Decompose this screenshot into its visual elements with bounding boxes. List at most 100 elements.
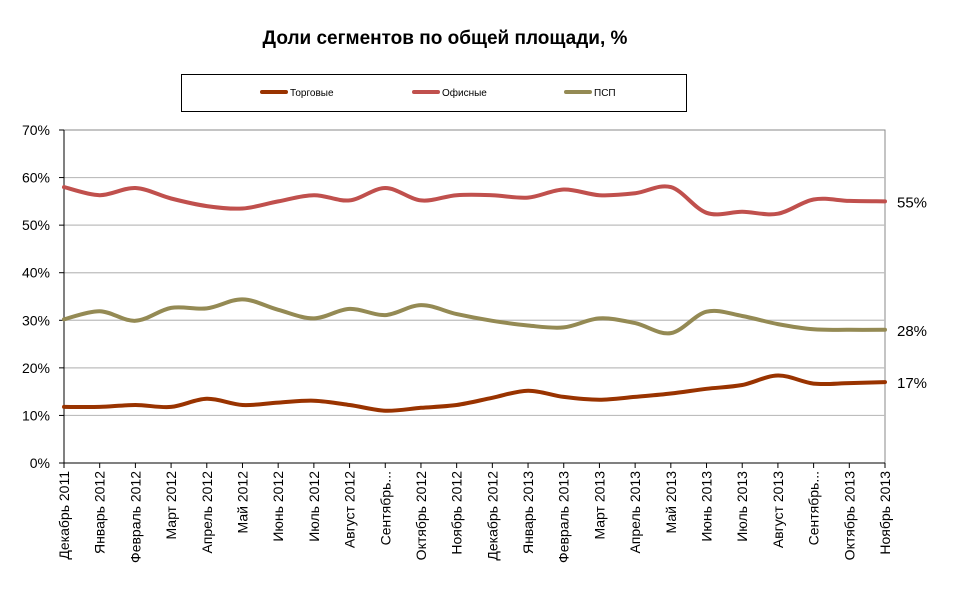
series-end-label: 17% [897, 375, 927, 392]
data-point [312, 399, 316, 403]
legend-swatch [412, 90, 440, 95]
x-tick-label: Август 2013 [770, 471, 786, 548]
data-point [705, 387, 709, 391]
data-point [240, 403, 244, 407]
data-point [776, 373, 780, 377]
data-point [633, 395, 637, 399]
x-tick-label: Апрель 2012 [199, 471, 215, 554]
data-point [669, 331, 673, 335]
data-point [98, 193, 102, 197]
data-point [419, 303, 423, 307]
data-point [98, 405, 102, 409]
data-point [812, 327, 816, 331]
data-point [562, 187, 566, 191]
data-point [847, 381, 851, 385]
x-tick-label: Сентябрь... [806, 471, 822, 545]
series-line-ofisnye [62, 184, 887, 217]
legend-swatch [260, 90, 288, 95]
x-tick-label: Июль 2012 [306, 471, 322, 542]
x-tick-label: Август 2012 [342, 471, 358, 548]
x-tick-label: Апрель 2013 [627, 471, 643, 554]
chart-title: Доли сегментов по общей площади, % [262, 28, 628, 49]
data-point [812, 197, 816, 201]
data-point [276, 401, 280, 405]
data-point [562, 325, 566, 329]
x-tick-label: Январь 2013 [520, 471, 536, 554]
x-tick-label: Март 2012 [163, 471, 179, 540]
data-point [312, 193, 316, 197]
data-point [419, 406, 423, 410]
x-tick-label: Декабрь 2011 [56, 471, 72, 560]
data-point [455, 403, 459, 407]
legend-label: ПСП [594, 88, 616, 99]
data-point [205, 306, 209, 310]
data-point [562, 395, 566, 399]
data-point [205, 397, 209, 401]
data-point [419, 198, 423, 202]
data-point [597, 193, 601, 197]
legend-label: Офисные [442, 88, 487, 99]
x-tick-label: Февраль 2012 [127, 471, 143, 563]
legend-item-torgovye: Торговые [260, 87, 334, 101]
legend-item-ofisnye: Офисные [412, 87, 487, 101]
data-point [883, 380, 887, 384]
data-point [883, 328, 887, 332]
data-point [455, 312, 459, 316]
series-line-psp [62, 297, 887, 336]
data-point [169, 197, 173, 201]
data-point [133, 403, 137, 407]
series-line-torgovye [62, 373, 887, 413]
data-point [740, 314, 744, 318]
x-tick-label: Ноябрь 2013 [877, 471, 893, 555]
data-point [812, 382, 816, 386]
data-point [526, 196, 530, 200]
data-point [633, 321, 637, 325]
data-point [276, 308, 280, 312]
data-point [490, 396, 494, 400]
data-point [348, 198, 352, 202]
x-tick-label: Декабрь 2012 [484, 471, 500, 561]
y-tick-label: 50% [22, 217, 50, 233]
data-point [276, 199, 280, 203]
data-point [776, 212, 780, 216]
data-point [312, 316, 316, 320]
data-point [633, 191, 637, 195]
data-point [205, 204, 209, 208]
data-point [62, 185, 66, 189]
x-tick-label: Октябрь 2013 [841, 471, 857, 561]
plot-area [63, 129, 886, 464]
data-point [383, 409, 387, 413]
data-point [169, 306, 173, 310]
data-point [348, 307, 352, 311]
data-point [133, 319, 137, 323]
x-tick-label: Май 2012 [234, 471, 250, 534]
data-point [62, 317, 66, 321]
data-point [348, 403, 352, 407]
data-point [705, 211, 709, 215]
legend-swatch [564, 90, 592, 95]
y-tick-label: 20% [22, 360, 50, 376]
data-point [597, 316, 601, 320]
legend: Торговые Офисные ПСП [181, 74, 687, 112]
data-point [383, 313, 387, 317]
y-tick-label: 40% [22, 265, 50, 281]
data-point [383, 186, 387, 190]
y-tick-label: 30% [22, 312, 50, 328]
data-point [526, 389, 530, 393]
y-tick-label: 10% [22, 407, 50, 423]
data-point [740, 210, 744, 214]
data-point [133, 186, 137, 190]
data-point [847, 328, 851, 332]
data-point [776, 322, 780, 326]
series-end-label: 28% [897, 323, 927, 340]
data-point [597, 398, 601, 402]
data-point [669, 185, 673, 189]
data-point [883, 199, 887, 203]
y-tick-label: 70% [22, 122, 50, 138]
x-tick-label: Июнь 2012 [270, 471, 286, 542]
legend-label: Торговые [290, 88, 334, 99]
data-point [705, 310, 709, 314]
legend-item-psp: ПСП [564, 87, 616, 101]
data-point [740, 383, 744, 387]
data-point [62, 405, 66, 409]
